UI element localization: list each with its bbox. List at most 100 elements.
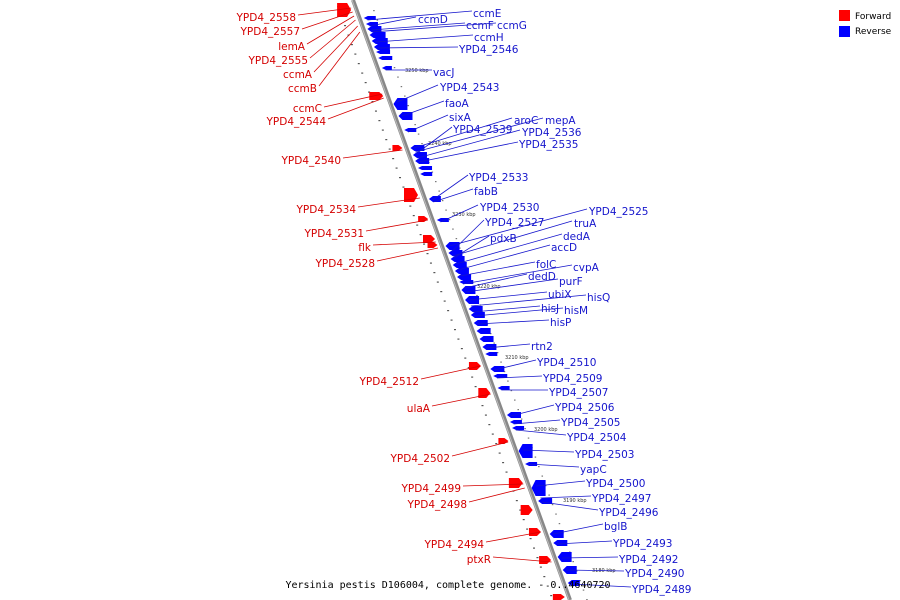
gene-label: ccmG (497, 20, 527, 32)
reverse-gene-feature (497, 386, 510, 390)
gene-label: YPD4_2510 (536, 357, 596, 369)
gene-label: rtn2 (531, 341, 553, 353)
scale-tick-label: 3210 kbp (505, 355, 529, 361)
gene-label: folC (536, 259, 556, 271)
forward-gene-feature (422, 235, 435, 243)
forward-leader-line (306, 15, 355, 45)
track-mark (460, 348, 463, 350)
gene-label: YPD4_2528 (315, 258, 375, 270)
track-mark (529, 538, 532, 540)
gene-label: YPD4_2531 (304, 228, 364, 240)
reverse-leader-line (541, 501, 599, 511)
gene-label: hisP (550, 317, 571, 329)
track-mark (429, 262, 432, 264)
legend: Forward Reverse (839, 10, 892, 37)
scale-tick-label: 3230 kbp (452, 212, 476, 218)
gene-label: mepA (545, 115, 576, 127)
reverse-gene-feature (485, 352, 498, 356)
gene-label: ccmC (293, 103, 322, 115)
reverse-leader-line (477, 319, 550, 325)
forward-gene-feature (552, 594, 565, 600)
forward-leader-line (365, 219, 428, 232)
left-dot-track (337, 6, 553, 597)
forward-leader-line (372, 241, 436, 246)
track-mark (572, 561, 574, 563)
gene-label: YPD4_2502 (390, 453, 450, 465)
reverse-gene-feature (518, 444, 533, 458)
gene-label: YPD4_2534 (296, 204, 357, 216)
reverse-gene-feature (493, 374, 508, 378)
reverse-leader-line (510, 404, 555, 417)
track-mark (493, 342, 495, 344)
reverse-gene-feature (470, 312, 485, 318)
track-mark (551, 504, 554, 506)
track-mark (433, 272, 436, 274)
forward-leader-line (342, 149, 403, 159)
reverse-leader-line (496, 375, 543, 379)
gene-label: YPD4_2500 (585, 478, 645, 490)
gene-label: cvpA (573, 262, 600, 274)
reverse-leader-line (371, 22, 497, 33)
forward-leader-line (492, 556, 552, 563)
track-mark (423, 243, 426, 245)
track-mark (364, 82, 367, 84)
track-mark (471, 376, 474, 378)
track-mark (440, 291, 443, 293)
track-mark (514, 399, 516, 401)
track-mark (385, 139, 388, 141)
track-mark (392, 158, 395, 160)
gene-label: YPD4_2546 (458, 44, 519, 56)
track-mark (539, 566, 542, 568)
track-mark (438, 190, 440, 192)
reverse-gene-feature (381, 66, 392, 70)
reverse-leader-line (432, 174, 469, 201)
gene-label: ptxR (467, 554, 491, 566)
track-mark (431, 171, 434, 173)
reverse-leader-line (453, 235, 490, 259)
forward-leader-lines (297, 7, 552, 563)
reverse-leader-lines (367, 10, 632, 588)
track-mark (464, 357, 467, 359)
track-mark (347, 34, 350, 36)
genome-backbone (351, 0, 572, 600)
track-mark (505, 471, 508, 473)
track-mark (450, 319, 453, 321)
reverse-leader-line (397, 84, 439, 103)
reverse-gene-feature (410, 145, 425, 151)
gene-label: ccmB (288, 83, 317, 95)
track-mark (534, 456, 537, 458)
gene-label: YPD4_2539 (452, 124, 512, 136)
gene-label: accD (551, 242, 577, 254)
track-mark (474, 386, 477, 388)
gene-label: yapC (580, 464, 607, 476)
track-mark (484, 414, 487, 416)
forward-gene-feature (520, 505, 533, 515)
gene-label: YPD4_2492 (618, 554, 678, 566)
gene-label: YPD4_2498 (407, 499, 467, 511)
track-mark (404, 95, 406, 97)
gene-label: YPD4_2555 (248, 55, 308, 67)
reverse-leader-line (417, 129, 521, 159)
track-mark (374, 110, 377, 112)
forward-leader-line (420, 365, 481, 380)
track-mark (397, 76, 399, 78)
gene-label: YPD4_2503 (574, 449, 634, 461)
reverse-gene-feature (367, 26, 382, 32)
gene-label: hisM (564, 305, 588, 317)
forward-leader-line (327, 97, 384, 120)
scale-tick-label: 3200 kbp (534, 427, 558, 433)
scale-tick-label: 3240 kbp (428, 141, 452, 147)
forward-gene-feature (539, 556, 552, 564)
track-mark (453, 329, 456, 331)
track-mark (368, 91, 371, 93)
reverse-gene-feature (398, 112, 413, 120)
track-mark (357, 63, 360, 65)
reverse-gene-feature (482, 344, 497, 350)
reverse-leader-line (464, 273, 528, 289)
track-mark (378, 120, 381, 122)
reverse-genes (363, 16, 580, 586)
reverse-leader-line (415, 117, 544, 153)
reverse-leader-line (452, 220, 573, 257)
legend-reverse-swatch (839, 26, 850, 37)
gene-label: YPD4_2544 (266, 116, 327, 128)
